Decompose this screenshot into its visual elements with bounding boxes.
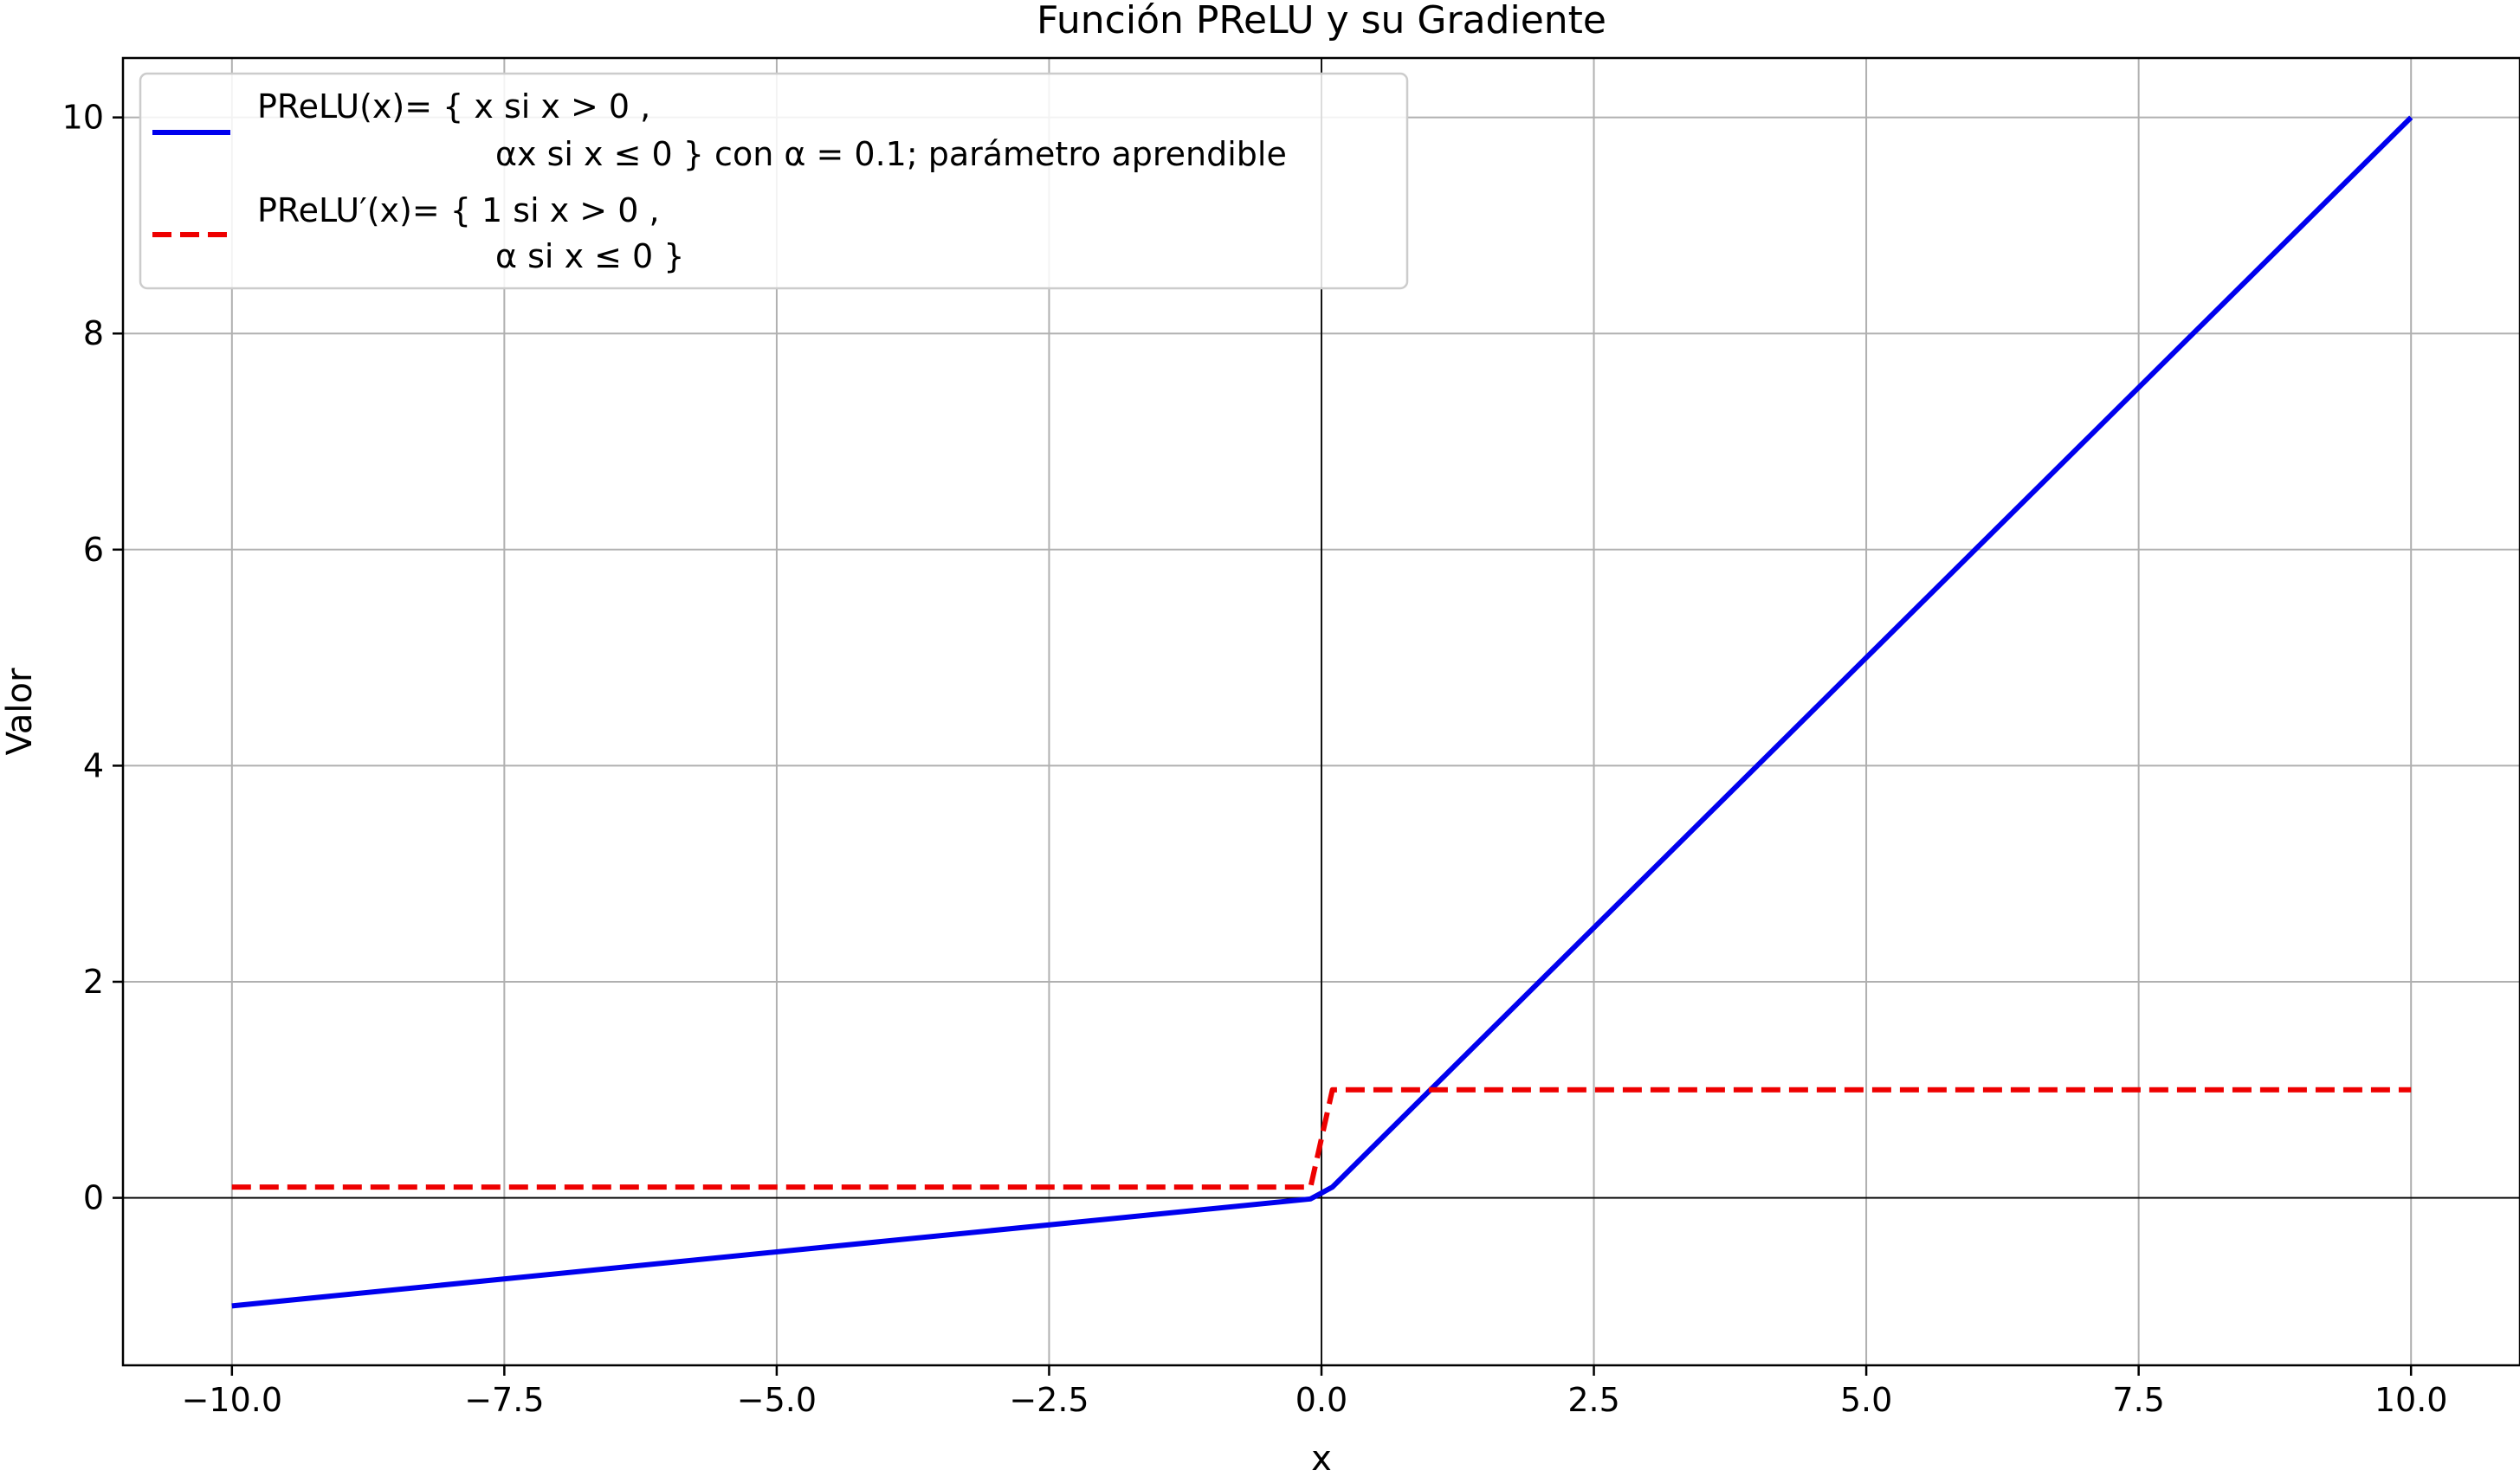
legend-label-prelu-line1: PReLU(x)= { x si x > 0 ,: [257, 87, 650, 126]
x-tick-label: −7.5: [464, 1381, 544, 1419]
y-axis-label: Valor: [0, 668, 40, 755]
x-tick-label: 10.0: [2375, 1381, 2448, 1419]
x-tick-label: −10.0: [182, 1381, 282, 1419]
x-tick-label: 0.0: [1296, 1381, 1347, 1419]
y-tick-label: 6: [83, 531, 104, 569]
y-tick-label: 2: [83, 963, 104, 1001]
legend-label-gradient-line1: PReLU′(x)= { 1 si x > 0 ,: [257, 191, 660, 229]
prelu-gradient-series-line: [231, 1087, 2412, 1190]
legend-box: [139, 72, 1409, 290]
x-axis-label: x: [1311, 1439, 1332, 1477]
x-tick-label: 7.5: [2112, 1381, 2164, 1419]
x-tick-label: −5.0: [737, 1381, 817, 1419]
x-axis-ticks: −10.0 −7.5 −5.0 −2.5 0.0 2.5 5.0 7.5 10.0: [182, 1365, 2448, 1419]
chart-title: Función PReLU y su Gradiente: [1037, 0, 1606, 42]
y-tick-label: 8: [83, 314, 104, 352]
prelu-series-line: [231, 115, 2413, 1309]
y-axis-ticks: 0 2 4 6 8 10: [62, 99, 123, 1217]
legend-label-gradient-line2: α si x ≤ 0 }: [495, 237, 684, 275]
y-tick-label: 10: [62, 99, 104, 137]
x-tick-label: −2.5: [1009, 1381, 1089, 1419]
series-lines: [231, 115, 2413, 1309]
legend-label-prelu-line2: αx si x ≤ 0 } con α = 0.1; parámetro apr…: [495, 135, 1287, 173]
x-tick-label: 2.5: [1567, 1381, 1619, 1419]
y-tick-label: 0: [83, 1179, 104, 1217]
legend: PReLU(x)= { x si x > 0 , αx si x ≤ 0 } c…: [139, 72, 1409, 290]
y-tick-label: 4: [83, 746, 104, 784]
x-tick-label: 5.0: [1840, 1381, 1892, 1419]
